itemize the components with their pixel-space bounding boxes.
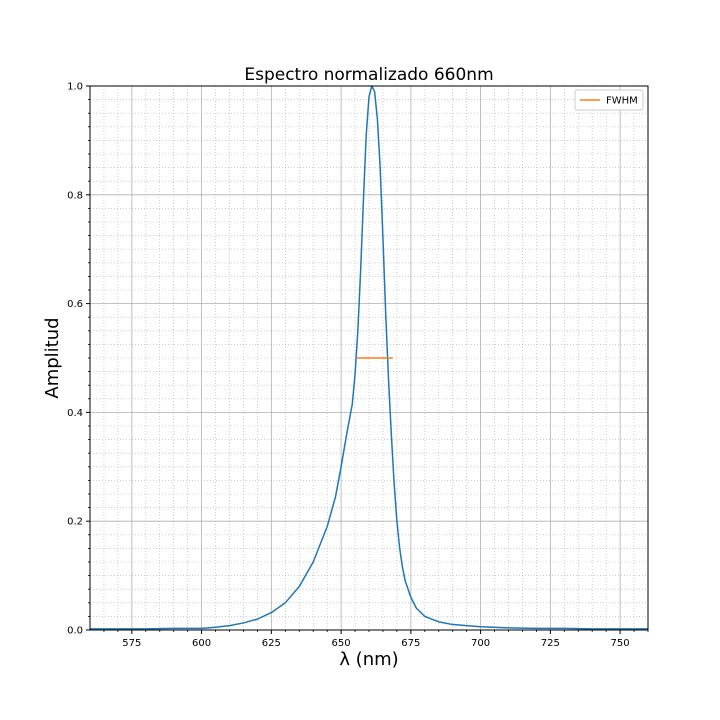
legend-box (574, 89, 644, 111)
chart-title: Espectro normalizado 660nm (244, 65, 493, 85)
x-tick-label: 750 (611, 638, 630, 649)
y-tick-label: 1.0 (67, 82, 83, 93)
y-tick-label: 0.6 (67, 299, 83, 310)
y-axis-ticks: 0.0 0.2 0.4 0.6 0.8 1.0 (67, 82, 90, 637)
y-tick-label: 0.8 (67, 190, 83, 201)
x-axis-title: λ (nm) (339, 649, 398, 670)
y-axis-title: Amplitud (42, 317, 63, 398)
y-tick-label: 0.0 (67, 626, 83, 637)
y-tick-label: 0.2 (67, 517, 83, 528)
x-tick-label: 725 (541, 638, 560, 649)
legend: FWHM (574, 89, 644, 111)
x-tick-label: 650 (332, 638, 351, 649)
x-tick-label: 675 (401, 638, 420, 649)
x-axis-ticks: 575 600 625 650 675 700 725 750 (103, 630, 649, 649)
x-tick-label: 575 (122, 638, 141, 649)
legend-label-fwhm: FWHM (606, 96, 638, 107)
x-tick-label: 600 (192, 638, 211, 649)
x-tick-label: 625 (262, 638, 281, 649)
y-tick-label: 0.4 (67, 408, 83, 419)
x-tick-label: 700 (471, 638, 490, 649)
